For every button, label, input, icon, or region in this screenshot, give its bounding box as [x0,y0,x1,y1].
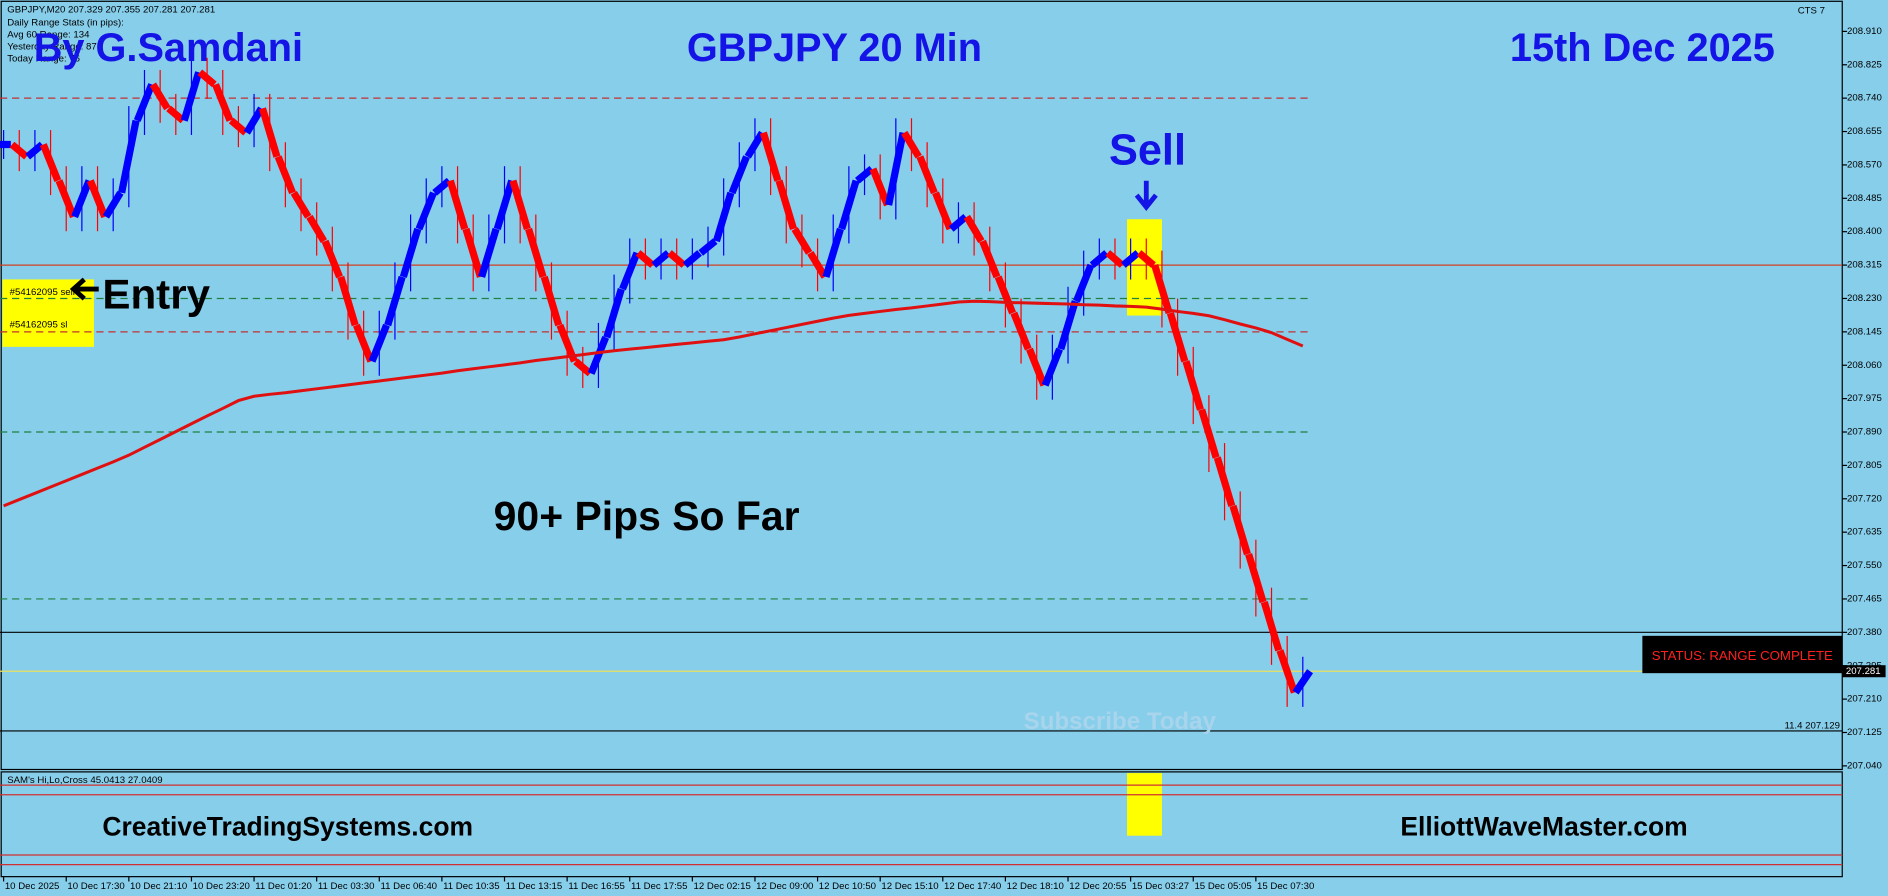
x-tick-label: 15 Dec 05:05 [1194,881,1251,892]
y-tick-label: 207.805 [1847,460,1882,471]
x-tick-label: 10 Dec 17:30 [67,881,124,892]
y-tick-label: 207.210 [1847,694,1882,705]
y-tick-label: 208.400 [1847,226,1882,237]
site-right: ElliottWaveMaster.com [1400,811,1687,841]
x-tick-label: 10 Dec 2025 [5,881,60,892]
stats: Daily Range Stats (in pips): [7,18,124,29]
subscribe: Subscribe Today [1024,708,1217,735]
y-tick-label: 208.060 [1847,360,1882,371]
x-tick-label: 11 Dec 03:30 [318,881,375,892]
x-tick-label: 15 Dec 03:27 [1132,881,1189,892]
cts: CTS 7 [1798,5,1825,16]
x-tick-label: 12 Dec 17:40 [944,881,1001,892]
sell-label: Sell [1109,126,1186,174]
status: STATUS: RANGE COMPLETE [1652,648,1833,663]
y-tick-label: 208.230 [1847,293,1882,304]
sub-sell-box [1127,773,1162,836]
entry-arrow [69,277,99,301]
y-tick-label: 207.720 [1847,493,1882,504]
x-tick-label: 11 Dec 13:15 [506,881,563,892]
x-tick-label: 12 Dec 02:15 [694,881,751,892]
x-tick-label: 12 Dec 10:50 [819,881,876,892]
date: 15th Dec 2025 [1510,26,1775,70]
x-tick-label: 12 Dec 18:10 [1007,881,1064,892]
x-tick-label: 12 Dec 20:55 [1069,881,1126,892]
x-tick-label: 11 Dec 06:40 [380,881,437,892]
y-tick-label: 208.910 [1847,26,1882,37]
status-box [1642,635,1843,674]
indicator-label: SAM's Hi,Lo,Cross 45.0413 27.0409 [7,775,162,786]
y-tick-label: 207.380 [1847,627,1882,638]
x-tick-label: 11 Dec 10:35 [443,881,500,892]
price-tag [1842,665,1886,678]
y-tick-label: 207.975 [1847,393,1882,404]
levels [0,97,1843,732]
x-tick-label: 12 Dec 15:10 [881,881,938,892]
stats: Avg 60 Range: 134 [7,30,90,41]
range-note: 11.4 207.129 [1784,721,1839,732]
y-tick-label: 207.040 [1847,760,1882,771]
order-label: #54162095 sl [10,320,68,331]
y-tick-label: 207.550 [1847,560,1882,571]
stats: Yesterday Range: 87 [7,42,97,53]
moving-average [3,299,1304,508]
site-left: CreativeTradingSystems.com [102,811,473,841]
y-tick-label: 208.740 [1847,93,1882,104]
x-tick-label: 12 Dec 09:00 [756,881,813,892]
entry-label: Entry [102,271,210,318]
y-tick-label: 207.125 [1847,727,1882,738]
y-tick-label: 207.635 [1847,527,1882,538]
y-tick-label: 208.655 [1847,126,1882,137]
y-tick-label: 208.485 [1847,193,1882,204]
x-tick-label: 15 Dec 07:30 [1257,881,1314,892]
y-tick-label: 208.570 [1847,159,1882,170]
sub-panel [0,771,1843,878]
x-tick-label: 10 Dec 23:20 [193,881,250,892]
y-tick-label: 208.315 [1847,260,1882,271]
x-tick-label: 11 Dec 01:20 [255,881,312,892]
sell-arrow [1134,180,1158,212]
x-tick-label: 10 Dec 21:10 [130,881,187,892]
x-tick-label: 11 Dec 16:55 [568,881,625,892]
y-tick-label: 208.145 [1847,326,1882,337]
y-tick-label: 207.890 [1847,427,1882,438]
main-panel [0,0,1843,771]
y-tick-label: 208.825 [1847,59,1882,70]
price-tag-label: 207.281 [1846,666,1881,677]
instrument: GBPJPY 20 Min [687,26,982,70]
author: By G.Samdani [34,26,303,70]
x-tick-label: 11 Dec 17:55 [631,881,688,892]
y-tick-label: 207.465 [1847,593,1882,604]
symbol-line: GBPJPY,M20 207.329 207.355 207.281 207.2… [7,4,215,15]
plot [0,57,1314,707]
pips-label: 90+ Pips So Far [494,493,800,539]
order-label: #54162095 sell [10,287,75,298]
stats: Today Range: 76 [7,54,80,65]
